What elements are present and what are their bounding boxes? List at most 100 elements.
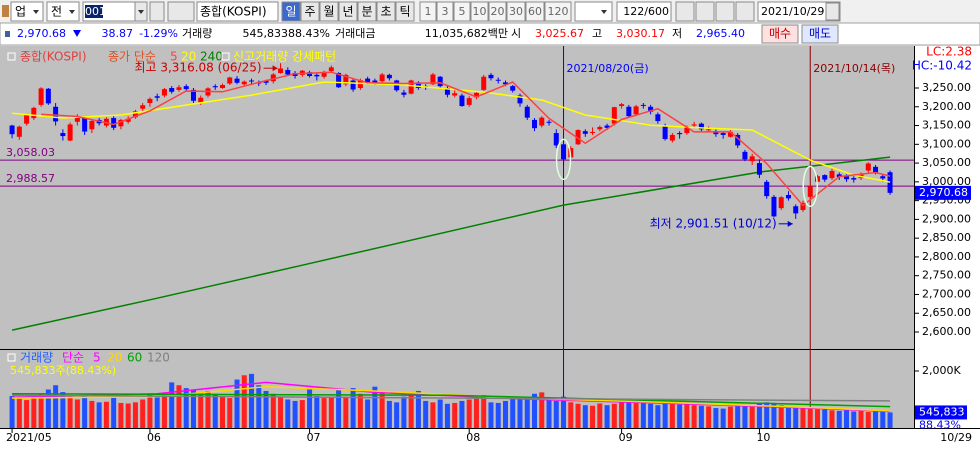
volume-bar — [328, 396, 334, 428]
interval-button[interactable] — [506, 1, 526, 22]
marker-label: 2021/08/20(금) — [567, 62, 649, 75]
period-button[interactable] — [357, 1, 377, 22]
date-text: 2021/10/29 — [761, 5, 824, 18]
current-volume-box — [915, 405, 967, 420]
dropdown-arrow — [601, 10, 607, 14]
candle-body — [611, 107, 617, 124]
volume-bar — [873, 410, 879, 428]
volume-bar — [53, 385, 59, 428]
candle-body — [16, 126, 22, 137]
volume-bar — [793, 407, 799, 428]
legend-box — [221, 52, 230, 61]
tool-icon[interactable] — [715, 1, 735, 22]
volume-bar — [31, 398, 37, 428]
volume-bar — [140, 399, 146, 428]
sell-button[interactable] — [801, 24, 839, 44]
search-button[interactable] — [149, 1, 165, 22]
period-button[interactable] — [395, 1, 415, 22]
volume-bar — [466, 399, 472, 428]
candle-body — [24, 115, 30, 124]
interval-button[interactable] — [488, 1, 507, 22]
period-button[interactable] — [319, 1, 339, 22]
candle-body — [561, 144, 567, 160]
y-tick-label: 2,000K — [922, 364, 961, 377]
candle-body — [749, 156, 755, 162]
tool-icon[interactable] — [675, 1, 695, 22]
buy-button[interactable] — [761, 24, 799, 44]
volume-bar — [161, 395, 167, 428]
volume-bar — [205, 390, 211, 428]
candle-body — [495, 79, 501, 81]
volume-bar — [67, 396, 73, 428]
candle-body — [147, 98, 153, 104]
period-button[interactable] — [300, 1, 320, 22]
candle-body — [38, 88, 44, 105]
x-tick-label: 10 — [756, 431, 770, 444]
name-field — [196, 1, 279, 22]
interval-button[interactable] — [419, 1, 437, 22]
volume-bar — [858, 410, 864, 428]
pattern-label: 신고거래량 강세패턴 — [233, 50, 336, 64]
y-tick-label: 3,150.00 — [922, 119, 971, 132]
volume-bar — [735, 405, 741, 428]
volume-bar — [473, 398, 479, 428]
volume-bar — [524, 399, 530, 428]
sound-button[interactable] — [167, 1, 195, 22]
calendar-button[interactable] — [825, 2, 840, 21]
volume-bar — [423, 400, 429, 428]
period-button[interactable] — [281, 1, 301, 22]
candle-body — [241, 81, 247, 85]
volume-bar — [285, 399, 291, 428]
interval-button[interactable] — [525, 1, 545, 22]
volume-bar — [263, 390, 269, 428]
candle-body — [321, 71, 327, 77]
y-tick-label: 2,850.00 — [922, 231, 971, 244]
candle-body — [379, 74, 385, 82]
volume-label: 거래량 — [182, 27, 212, 40]
volume-bar — [103, 401, 109, 428]
volume-bar — [82, 395, 88, 428]
candle-body — [880, 176, 886, 179]
volume-bar — [517, 398, 523, 428]
volume-bar — [118, 402, 124, 428]
scope-text: 전 — [51, 5, 62, 19]
volume-bar — [386, 400, 392, 428]
interval-select[interactable] — [574, 1, 613, 22]
market-select[interactable] — [10, 1, 44, 22]
date-field[interactable] — [757, 1, 841, 22]
interval-button[interactable] — [470, 1, 489, 22]
candle-body — [502, 82, 508, 85]
interval-button[interactable] — [453, 1, 471, 22]
candle-body — [771, 196, 777, 217]
arrow-head — [787, 220, 793, 227]
candle-body — [873, 166, 879, 173]
volume-bar — [836, 410, 842, 428]
legend-entry: 20 — [107, 351, 122, 365]
interval-button[interactable] — [436, 1, 454, 22]
interval-button[interactable] — [544, 1, 572, 22]
volume-bar — [633, 402, 639, 428]
candle-body — [669, 134, 675, 141]
tool-icon[interactable] — [735, 1, 755, 22]
period-button[interactable] — [338, 1, 358, 22]
volume-bar — [814, 409, 820, 428]
candle-body — [473, 92, 479, 98]
candle-body — [459, 95, 465, 107]
volume-bar — [887, 412, 893, 428]
change-rate: -1.29% — [139, 27, 178, 40]
scope-select[interactable] — [46, 1, 80, 22]
y-tick-label: 2,650.00 — [922, 306, 971, 319]
current-ratio-label: 88.43% — [919, 418, 961, 431]
volume-bar — [575, 403, 581, 428]
period-button[interactable] — [376, 1, 396, 22]
volume-bar — [372, 386, 378, 428]
volume-bar — [227, 398, 233, 428]
tool-icon[interactable] — [695, 1, 715, 22]
volume-bar — [45, 389, 51, 428]
volume-bar — [408, 392, 414, 428]
candle-body — [350, 80, 356, 90]
candle-body — [756, 163, 762, 175]
candle-body — [735, 134, 741, 146]
volume-bar — [365, 399, 371, 428]
x-tick-label: 2021/05 — [6, 431, 52, 444]
